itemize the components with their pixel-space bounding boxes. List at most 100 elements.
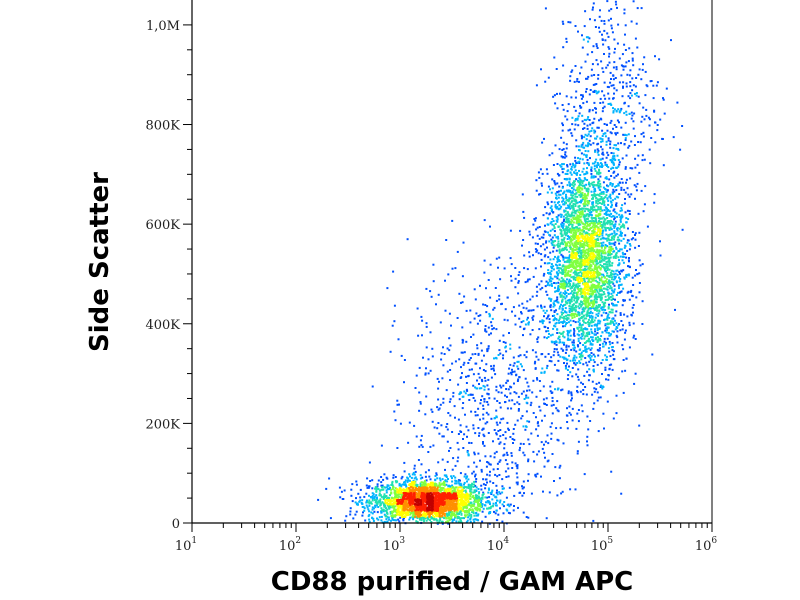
- scatter-point: [561, 168, 564, 171]
- scatter-point: [565, 143, 568, 146]
- scatter-point: [495, 509, 498, 512]
- scatter-point: [562, 256, 565, 259]
- scatter-point: [581, 260, 584, 263]
- scatter-point: [612, 74, 615, 77]
- scatter-point: [532, 275, 535, 278]
- scatter-point: [577, 378, 580, 381]
- scatter-point: [623, 246, 626, 249]
- scatter-point: [577, 272, 580, 274]
- scatter-point: [551, 412, 554, 415]
- scatter-point: [629, 244, 632, 247]
- scatter-point: [595, 137, 598, 140]
- scatter-point: [377, 479, 380, 482]
- scatter-point: [531, 391, 534, 394]
- scatter-point: [481, 395, 484, 398]
- scatter-point: [612, 278, 615, 281]
- scatter-point: [626, 187, 629, 190]
- scatter-point: [493, 357, 495, 360]
- scatter-point: [609, 183, 612, 186]
- scatter-point: [461, 407, 464, 410]
- scatter-point: [620, 74, 623, 77]
- scatter-point: [594, 251, 597, 254]
- scatter-point: [510, 454, 513, 457]
- scatter-point: [553, 340, 556, 343]
- scatter-point: [598, 212, 601, 215]
- scatter-point: [561, 163, 564, 166]
- scatter-point: [594, 218, 597, 221]
- scatter-point: [609, 81, 612, 84]
- scatter-point: [393, 510, 396, 513]
- scatter-point: [381, 501, 384, 504]
- scatter-point: [603, 283, 606, 286]
- scatter-point: [595, 43, 598, 46]
- scatter-point: [567, 321, 570, 324]
- scatter-point: [525, 307, 528, 310]
- scatter-point: [550, 270, 553, 273]
- scatter-point: [553, 201, 556, 204]
- scatter-point: [473, 451, 476, 454]
- scatter-point: [562, 215, 565, 218]
- scatter-point: [552, 258, 555, 261]
- scatter-point: [550, 200, 553, 203]
- scatter-point: [594, 214, 597, 217]
- scatter-point: [550, 209, 553, 212]
- scatter-point: [522, 210, 525, 213]
- scatter-point: [573, 314, 575, 317]
- scatter-point: [567, 241, 570, 244]
- scatter-point: [580, 94, 583, 97]
- scatter-point: [586, 158, 589, 161]
- scatter-point: [553, 303, 555, 306]
- scatter-point: [586, 53, 589, 56]
- scatter-point: [627, 105, 630, 108]
- scatter-point: [585, 197, 588, 200]
- scatter-point: [557, 288, 560, 291]
- scatter-point: [558, 338, 561, 341]
- scatter-point: [457, 383, 460, 386]
- scatter-point: [576, 118, 579, 121]
- scatter-point: [594, 175, 597, 178]
- scatter-point: [606, 123, 608, 126]
- scatter-point: [493, 510, 495, 513]
- scatter-point: [595, 221, 598, 224]
- scatter-point: [584, 322, 587, 324]
- scatter-point: [366, 499, 368, 502]
- scatter-point: [480, 499, 483, 502]
- scatter-point: [568, 314, 571, 317]
- scatter-point: [579, 258, 582, 261]
- scatter-point: [587, 162, 590, 165]
- scatter-point: [570, 168, 573, 171]
- scatter-point: [582, 344, 585, 346]
- scatter-point: [597, 126, 600, 129]
- scatter-point: [506, 296, 509, 299]
- scatter-point: [596, 323, 599, 326]
- scatter-point: [619, 109, 622, 112]
- scatter-point: [578, 323, 581, 326]
- scatter-point: [390, 519, 392, 522]
- scatter-point: [561, 129, 564, 132]
- scatter-point: [628, 74, 631, 77]
- scatter-point: [635, 296, 638, 299]
- scatter-point: [537, 424, 540, 427]
- scatter-point: [397, 493, 400, 496]
- scatter-point: [343, 489, 346, 492]
- scatter-point: [596, 151, 599, 154]
- scatter-point: [517, 274, 520, 276]
- scatter-point: [442, 346, 444, 349]
- scatter-point: [495, 357, 498, 360]
- scatter-point: [516, 401, 519, 404]
- scatter-point: [574, 312, 577, 315]
- scatter-point: [598, 293, 601, 296]
- scatter-point: [397, 518, 400, 521]
- scatter-point: [565, 322, 568, 324]
- scatter-point: [383, 513, 386, 516]
- scatter-point: [473, 520, 476, 523]
- scatter-point: [624, 369, 627, 372]
- scatter-point: [400, 494, 403, 497]
- scatter-point: [613, 231, 616, 234]
- scatter-point: [605, 378, 607, 381]
- scatter-point: [480, 349, 483, 352]
- scatter-point: [611, 262, 614, 265]
- scatter-point: [543, 262, 546, 265]
- scatter-point: [558, 193, 561, 196]
- scatter-point: [588, 374, 591, 377]
